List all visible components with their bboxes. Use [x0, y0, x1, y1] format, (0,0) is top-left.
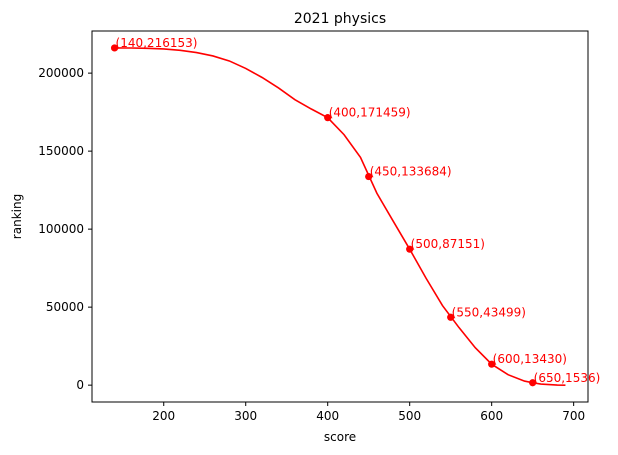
data-point: [529, 379, 537, 387]
data-label: (650,1536): [534, 371, 601, 385]
x-tick-label: 500: [398, 409, 421, 423]
x-tick-label: 200: [152, 409, 175, 423]
x-tick-label: 700: [562, 409, 585, 423]
data-label: (140,216153): [116, 36, 198, 50]
y-tick-label: 100000: [38, 222, 84, 236]
data-point: [406, 245, 414, 253]
data-point: [365, 172, 373, 181]
x-tick-label: 400: [316, 409, 339, 423]
data-line: [114, 47, 566, 386]
x-tick-label: 600: [480, 409, 503, 423]
data-point: [447, 313, 455, 321]
data-point: [110, 44, 119, 52]
data-label: (450,133684): [370, 165, 452, 179]
data-label: (550,43499): [452, 305, 526, 319]
x-axis-label: score: [324, 430, 356, 444]
plot-frame: [91, 30, 589, 403]
y-tick-label: 50000: [46, 300, 84, 314]
x-tick-label: 300: [234, 409, 257, 423]
y-axis-label: ranking: [10, 194, 24, 239]
data-point: [324, 114, 332, 122]
data-label: (500,87151): [411, 237, 485, 251]
y-tick-label: 200000: [38, 66, 84, 80]
y-tick-label: 150000: [38, 144, 84, 158]
chart-title: 2021 physics: [294, 11, 386, 27]
data-point: [488, 360, 496, 368]
y-tick-label: 0: [76, 378, 84, 392]
data-label: (600,13430): [493, 352, 567, 366]
data-label: (400,171459): [329, 106, 411, 120]
